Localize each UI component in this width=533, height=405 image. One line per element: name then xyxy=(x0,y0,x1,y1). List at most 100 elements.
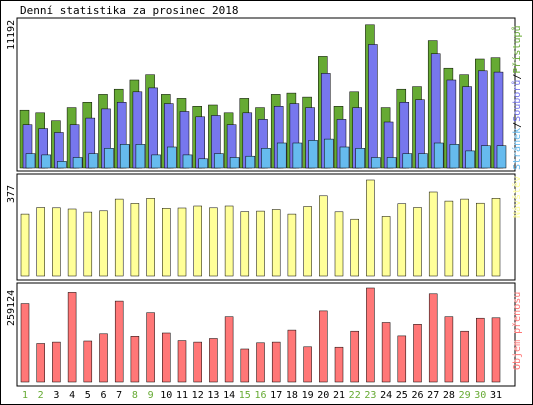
bar-stránek-day-11 xyxy=(182,154,193,169)
bar-kbytes-day-5 xyxy=(83,340,93,383)
bar-visits-day-1 xyxy=(20,213,30,277)
x-label-day-30: 30 xyxy=(474,390,486,401)
bar-visits-day-17 xyxy=(271,209,281,277)
x-label-day-7: 7 xyxy=(116,390,122,401)
bar-visits-day-18 xyxy=(287,213,297,277)
legend-part: Souborů xyxy=(511,80,523,122)
bar-stránek-day-13 xyxy=(214,153,224,169)
bar-kbytes-day-19 xyxy=(303,346,312,383)
kbytes-bars xyxy=(20,287,501,383)
x-label-day-10: 10 xyxy=(160,390,172,401)
bar-kbytes-day-20 xyxy=(319,310,328,383)
legend-part: Objem přenosu xyxy=(511,292,523,370)
bar-stránek-day-3 xyxy=(57,161,67,169)
x-label-day-12: 12 xyxy=(192,390,204,401)
bar-stránek-day-15 xyxy=(245,155,256,169)
bar-visits-day-8 xyxy=(130,203,140,277)
bar-kbytes-day-30 xyxy=(476,317,485,383)
bar-kbytes-day-31 xyxy=(491,317,501,383)
hits-legend: Stránek/Souborů/Přístupů xyxy=(511,25,523,170)
x-axis-labels: 1 2 3 4 5 6 7 8 9 10 11 12 13 14 15 16 17 18 19 20 21 22 23 24 2… xyxy=(22,390,502,401)
bar-stránek-day-23 xyxy=(371,157,381,169)
visits-legend: Návštěv xyxy=(511,176,523,218)
bar-visits-day-29 xyxy=(460,198,469,277)
visits-ymax-label: 377 xyxy=(6,185,17,203)
kbytes-ymax-label: 259124 xyxy=(6,290,17,326)
bar-visits-day-20 xyxy=(319,195,328,277)
bar-kbytes-day-10 xyxy=(162,332,171,383)
bar-visits-day-27 xyxy=(428,191,438,277)
kbytes-legend: Objem přenosu xyxy=(511,292,523,370)
x-label-day-22: 22 xyxy=(349,390,361,401)
legend-part: Stránek xyxy=(511,128,523,170)
bar-stránek-day-6 xyxy=(104,148,114,169)
hits-ymax-label: 11192 xyxy=(6,20,17,50)
bar-kbytes-day-6 xyxy=(99,333,108,383)
bar-kbytes-day-3 xyxy=(52,341,61,383)
x-label-day-17: 17 xyxy=(270,390,282,401)
bar-stránek-day-25 xyxy=(402,153,413,169)
bar-stránek-day-5 xyxy=(88,153,99,169)
x-label-day-14: 14 xyxy=(223,390,235,401)
bar-kbytes-day-9 xyxy=(146,312,155,383)
hits-bars xyxy=(19,24,507,169)
bar-visits-day-26 xyxy=(413,207,422,277)
legend-part: / xyxy=(512,74,523,80)
x-label-day-29: 29 xyxy=(459,390,471,401)
bar-stránek-day-17 xyxy=(276,142,287,169)
bar-stránek-day-26 xyxy=(418,153,428,169)
bar-stránek-day-22 xyxy=(355,148,365,169)
bar-stránek-day-29 xyxy=(465,150,475,169)
x-label-day-26: 26 xyxy=(411,390,423,401)
bar-kbytes-day-17 xyxy=(271,341,281,383)
bar-stránek-day-31 xyxy=(496,145,507,169)
bar-kbytes-day-29 xyxy=(460,330,469,383)
x-label-day-24: 24 xyxy=(380,390,392,401)
bar-visits-day-22 xyxy=(350,218,359,277)
bar-stránek-day-12 xyxy=(198,158,208,169)
bar-stránek-day-4 xyxy=(72,157,83,169)
chart-title: Denní statistika za prosinec 2018 xyxy=(20,4,239,17)
x-label-day-1: 1 xyxy=(22,390,28,401)
x-label-day-25: 25 xyxy=(396,390,408,401)
x-label-day-8: 8 xyxy=(132,390,138,401)
bar-kbytes-day-28 xyxy=(444,316,454,383)
bar-stránek-day-28 xyxy=(449,144,460,169)
bar-stránek-day-30 xyxy=(481,145,491,169)
bar-visits-day-30 xyxy=(476,202,485,277)
x-label-day-2: 2 xyxy=(38,390,44,401)
x-label-day-20: 20 xyxy=(317,390,329,401)
bar-visits-day-28 xyxy=(444,200,454,277)
bar-kbytes-day-23 xyxy=(366,287,375,383)
hits-panel-border xyxy=(16,17,516,172)
x-label-day-6: 6 xyxy=(100,390,106,401)
bar-visits-day-23 xyxy=(366,179,375,277)
bar-visits-day-12 xyxy=(193,205,202,277)
bar-kbytes-day-25 xyxy=(397,335,407,383)
bar-visits-day-11 xyxy=(177,207,187,277)
bar-kbytes-day-16 xyxy=(256,342,265,383)
bar-souborů-day-23 xyxy=(368,44,378,169)
bar-kbytes-day-7 xyxy=(114,300,124,383)
bar-kbytes-day-12 xyxy=(193,341,202,383)
bar-visits-day-2 xyxy=(36,207,45,277)
bar-visits-day-19 xyxy=(303,206,312,277)
bar-stránek-day-14 xyxy=(229,157,240,169)
x-label-day-18: 18 xyxy=(286,390,298,401)
bar-visits-day-6 xyxy=(99,210,108,277)
bar-kbytes-day-18 xyxy=(287,329,297,383)
x-label-day-28: 28 xyxy=(443,390,455,401)
x-label-day-11: 11 xyxy=(176,390,188,401)
bar-visits-day-7 xyxy=(114,198,124,277)
bar-kbytes-day-11 xyxy=(177,340,187,383)
bar-visits-day-25 xyxy=(397,203,407,277)
bar-stránek-day-20 xyxy=(324,138,334,169)
bar-kbytes-day-24 xyxy=(381,322,391,383)
bar-kbytes-day-27 xyxy=(428,293,438,383)
bar-kbytes-day-22 xyxy=(350,330,359,383)
bar-visits-day-9 xyxy=(146,198,155,277)
x-label-day-15: 15 xyxy=(239,390,251,401)
bar-visits-day-24 xyxy=(381,216,391,277)
